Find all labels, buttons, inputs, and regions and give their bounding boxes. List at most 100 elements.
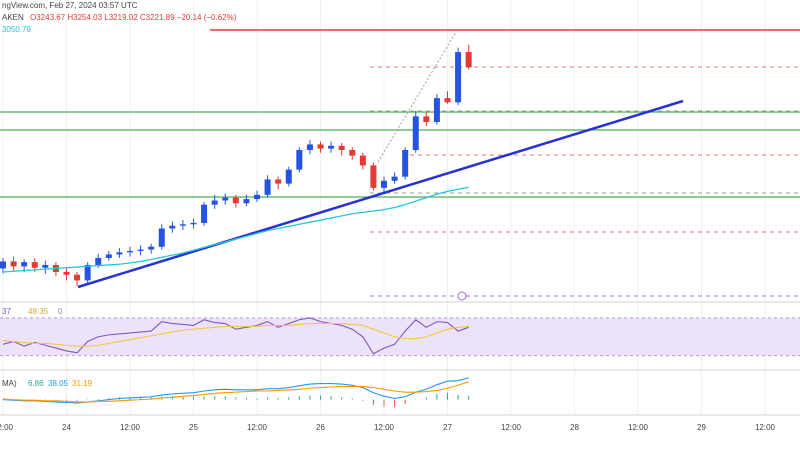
histogram-bar: [182, 396, 184, 400]
x-tick-label: 12:00: [755, 423, 776, 432]
candle-body: [179, 224, 186, 226]
candle-body: [381, 180, 387, 188]
macd-label: 31.19: [72, 379, 93, 388]
candle-body: [402, 150, 409, 177]
histogram-bar: [341, 397, 343, 400]
series-line: [2, 377, 469, 404]
measure-line: [377, 31, 457, 163]
histogram-bar: [256, 398, 258, 400]
histogram-bar: [214, 396, 216, 400]
candle-body: [105, 254, 112, 258]
candle-body: [391, 176, 398, 181]
candle-body: [211, 200, 218, 205]
histogram-bar: [288, 397, 290, 400]
candle-body: [444, 98, 451, 103]
histogram-bar: [372, 399, 374, 405]
x-tick-label: 28: [570, 423, 579, 432]
candle-body: [232, 197, 239, 204]
histogram-bar: [76, 399, 78, 401]
histogram-bar: [129, 397, 131, 400]
histogram-bar: [309, 395, 311, 400]
histogram-bar: [320, 395, 321, 400]
x-tick-label: 12:00: [628, 423, 649, 432]
source-label: ngView.com, Feb 27, 2024 03:57 UTC: [2, 1, 138, 10]
candle-body: [243, 199, 250, 204]
x-tick-label: 12:00: [374, 423, 395, 432]
candle-body: [254, 194, 260, 200]
histogram-bar: [351, 398, 353, 400]
candle-body: [359, 155, 366, 166]
candle-body: [95, 257, 102, 265]
candle-body: [21, 262, 28, 267]
candle-body: [158, 228, 165, 247]
histogram-bar: [436, 393, 438, 400]
x-tick-label: 12:00: [0, 423, 14, 432]
ema-label: 3050.79: [2, 25, 31, 34]
candle-body: [349, 150, 356, 156]
histogram-bar: [235, 397, 237, 400]
histogram-bar: [383, 399, 385, 407]
candle-body: [306, 144, 313, 150]
candle-body: [222, 197, 229, 201]
candle-body: [148, 246, 155, 250]
histogram-bar: [66, 399, 67, 401]
candle-body: [63, 271, 70, 275]
x-tick-label: 25: [189, 423, 198, 432]
histogram-bar: [44, 399, 46, 401]
x-tick-label: 12:00: [501, 423, 522, 432]
marks: [0, 44, 472, 408]
histogram-bar: [245, 397, 247, 400]
candle-body: [455, 52, 462, 103]
x-axis: 12:00 24 12:00 25 12:00 26 12:00 27 12:00 28 12:00…: [0, 423, 776, 432]
candle-body: [127, 250, 133, 253]
histogram-bar: [362, 399, 364, 401]
macd-label: MA): [2, 379, 17, 388]
histogram-bar: [140, 397, 142, 400]
macd-label: 38.05: [48, 379, 69, 388]
histogram-bar: [87, 399, 89, 401]
candle-body: [275, 179, 282, 184]
series-line: [2, 317, 469, 355]
histogram-bar: [298, 396, 300, 400]
histogram-bar: [277, 397, 279, 400]
histogram-bar: [447, 392, 448, 400]
histogram-bar: [425, 397, 427, 400]
candle-body: [31, 262, 38, 268]
x-tick-label: 29: [697, 423, 706, 432]
candle-body: [328, 145, 335, 149]
candle-body: [285, 169, 292, 184]
histogram-bar: [55, 399, 57, 401]
histogram-bar: [108, 397, 110, 400]
histogram-bar: [415, 399, 417, 401]
histogram-bar: [394, 399, 396, 408]
candle-body: [10, 261, 17, 267]
x-tick-label: 27: [443, 423, 452, 432]
candle-body: [338, 145, 345, 150]
histogram-bar: [224, 396, 226, 400]
marker: [457, 291, 467, 301]
candle-body: [116, 252, 123, 255]
candle-body: [0, 261, 6, 269]
rsi-label: 37: [2, 307, 11, 316]
candle-body: [74, 274, 81, 281]
macd-label: 6.86: [28, 379, 44, 388]
candle-body: [423, 116, 430, 122]
candle-body: [296, 150, 303, 170]
histogram-bar: [193, 396, 194, 400]
histogram-bar: [171, 396, 173, 400]
candle-body: [370, 165, 377, 188]
series-line: [2, 186, 469, 273]
x-tick-label: 12:00: [120, 423, 141, 432]
x-tick-label: 12:00: [247, 423, 268, 432]
candle-body: [317, 144, 324, 149]
x-tick-label: 24: [62, 423, 71, 432]
x-tick-label: 26: [316, 423, 325, 432]
candle-body: [465, 52, 472, 68]
candle-body: [84, 264, 91, 281]
candle-body: [433, 98, 440, 122]
candle-body: [137, 249, 144, 251]
candle-body: [169, 225, 176, 229]
series-line: [2, 322, 469, 347]
